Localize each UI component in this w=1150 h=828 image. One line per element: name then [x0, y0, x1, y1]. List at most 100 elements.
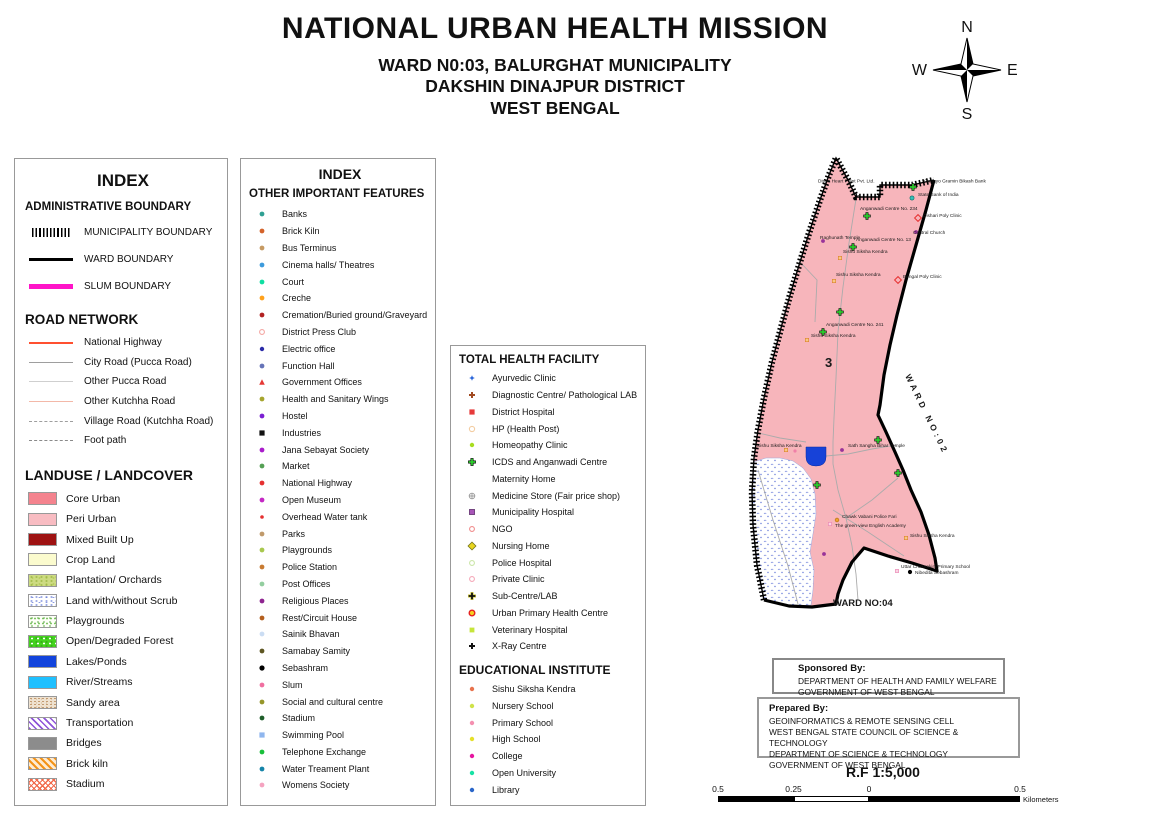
legend-label: Slum [282, 679, 303, 690]
legend-item: Sainik Bhavan [249, 626, 431, 643]
legend-item: Mixed Built Up [25, 529, 221, 549]
legend-label: Sandy area [66, 696, 120, 709]
dot-icon [249, 527, 275, 541]
dot-icon [249, 661, 275, 675]
legend-item: Foot path [25, 431, 221, 451]
legend-item: River/Streams [25, 672, 221, 692]
legend-label: Open/Degraded Forest [66, 635, 174, 648]
legend-item: Social and cultural centre [249, 693, 431, 710]
legend-item: Water Treament Plant [249, 760, 431, 777]
map-label: WARD NO:02 [903, 372, 951, 456]
plantation-swatch-icon [25, 573, 59, 587]
legend-label: Library [492, 784, 520, 795]
map-label: Sishu Siksha Kendra [843, 249, 888, 255]
legend-item: High School [459, 731, 641, 748]
legend-label: Other Pucca Road [84, 376, 167, 388]
dot-icon [249, 577, 275, 591]
scale-bar: 0.5 0.25 0 0.5 Kilometers [712, 784, 1058, 808]
bank-marker [909, 195, 915, 201]
compass-rose-icon: N E S W [912, 19, 1018, 123]
target-icon [459, 606, 485, 620]
legend-label: Peri Urban [66, 513, 117, 526]
health-facility-panel: TOTAL HEALTH FACILITY Ayurvedic Clinic Di… [450, 345, 646, 806]
legend-label: Nursery School [492, 700, 554, 711]
map-label: Anganwadi Centre No. 241 [826, 322, 884, 328]
legend-label: Sub-Centre/LAB [492, 591, 558, 602]
ring-icon [459, 422, 485, 436]
legend-item: Lakes/Ponds [25, 652, 221, 672]
dot-icon [249, 510, 275, 524]
scale-bar-segments [718, 796, 1020, 802]
map-markers [783, 183, 923, 575]
legend-label: Mixed Built Up [66, 533, 134, 546]
color-swatch-icon [25, 675, 59, 689]
map-label: Nibedita Sebashram [915, 570, 958, 576]
map-label: Disha Heart Point Pvt. Ltd. [818, 179, 875, 185]
map-label: Dishari Poly Clinic [923, 213, 962, 219]
religious-place-marker [914, 230, 918, 234]
ring-icon [459, 556, 485, 570]
pond [805, 446, 827, 467]
legend-item: Ayurvedic Clinic [459, 370, 641, 387]
plus-icon [459, 589, 485, 603]
prepared-heading: Prepared By: [769, 703, 829, 714]
legend-label: Post Offices [282, 578, 331, 589]
legend-item: Sishu Siksha Kendra [459, 681, 641, 698]
road-network-list: National Highway City Road (Pucca Road) Ot… [25, 333, 221, 451]
municipality-boundary [748, 150, 935, 601]
legend-item: NGO [459, 521, 641, 538]
legend-label: Medicine Store (Fair price shop) [492, 490, 621, 501]
legend-label: SLUM BOUNDARY [84, 281, 172, 292]
square-icon [459, 623, 485, 637]
legend-label: Bus Terminus [282, 242, 337, 253]
police-fari-marker [834, 517, 840, 523]
sponsored-by-box: Sponsored By: DEPARTMENT OF HEALTH AND F… [772, 658, 1005, 697]
line-swatch-icon [25, 381, 77, 383]
legend-label: Police Station [282, 562, 338, 573]
legend-item: Police Station [249, 559, 431, 576]
legend-item: Private Clinic [459, 571, 641, 588]
transport-swatch-icon [25, 716, 59, 730]
legend-item: Open/Degraded Forest [25, 631, 221, 651]
legend-label: Jana Sebayat Society [282, 444, 370, 455]
legend-label: District Hospital [492, 406, 555, 417]
legend-item: Court [249, 273, 431, 290]
dot-icon [249, 695, 275, 709]
dot-icon [249, 644, 275, 658]
legend-label: Telephone Exchange [282, 746, 367, 757]
plus-icon [459, 388, 485, 402]
poly-clinic-marker [893, 275, 903, 285]
scrub-swatch-icon [25, 594, 59, 608]
circle-plus-icon [459, 489, 485, 503]
map-label: Chawk Vabani Police Fari [842, 514, 897, 520]
map-label: State Bank of India [918, 192, 959, 198]
dot-icon [249, 443, 275, 457]
anganwadi-centre-marker [849, 243, 857, 251]
legend-label: Crop Land [66, 553, 116, 566]
line-swatch-icon [25, 258, 77, 261]
legend-label: Swimming Pool [282, 730, 345, 741]
educational-institute-list: Sishu Siksha Kendra Nursery School Primary… [459, 681, 641, 798]
health-facility-list: Ayurvedic Clinic Diagnostic Centre/ Patho… [459, 370, 641, 655]
legend-item: ICDS and Anganwadi Centre [459, 454, 641, 471]
legend-item: Jana Sebayat Society [249, 441, 431, 458]
features-index-title: INDEX [318, 166, 362, 182]
legend-item: Creche [249, 290, 431, 307]
legend-label: Sishu Siksha Kendra [492, 684, 576, 695]
legend-label: Stadium [66, 778, 105, 791]
prepared-line: DEPARTMENT OF SCIENCE & TECHNOLOGY [769, 748, 949, 759]
map-label: Sishu Siksha Kendra [836, 272, 881, 278]
legend-item: Market [249, 458, 431, 475]
map-label: Raghunath Temple [820, 235, 861, 241]
subtitle-ward: WARD N0:03, BALURGHAT MUNICIPALITY [378, 55, 732, 75]
legend-label: Industries [282, 427, 322, 438]
legend-item: Health and Sanitary Wings [249, 391, 431, 408]
legend-label: Stadium [282, 713, 316, 724]
anganwadi-centre-marker [863, 212, 871, 220]
legend-label: Open Museum [282, 494, 342, 505]
legend-item: Core Urban [25, 489, 221, 509]
legend-label: Veterinary Hospital [492, 624, 568, 635]
legend-label: Sainik Bhavan [282, 629, 340, 640]
dot-icon [249, 207, 275, 221]
